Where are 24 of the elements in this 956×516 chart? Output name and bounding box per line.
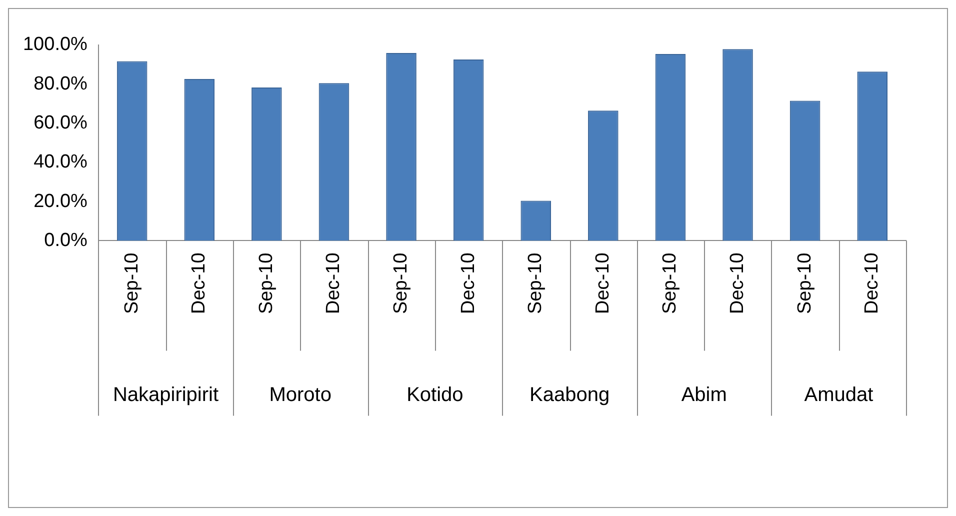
x-tick-label: Dec-10 bbox=[726, 252, 748, 314]
y-tick-label: 60.0% bbox=[34, 112, 88, 134]
x-tick-label: Sep-10 bbox=[794, 252, 816, 314]
text: Amudat bbox=[804, 384, 874, 406]
y-tick-label: 40.0% bbox=[34, 152, 88, 173]
x-tick-label: Dec-10 bbox=[862, 252, 883, 314]
text: Moroto bbox=[269, 384, 332, 406]
text: Abim bbox=[681, 384, 727, 406]
text: Nakapiripirit bbox=[112, 384, 219, 406]
y-tick-label: 100.0% bbox=[22, 34, 88, 56]
text: Kotido bbox=[406, 384, 464, 406]
x-tick-label: Dec-10 bbox=[188, 252, 210, 314]
x-tick-label: Sep-10 bbox=[256, 252, 277, 314]
x-tick-label: Sep-10 bbox=[525, 252, 546, 314]
text: Kaabong bbox=[529, 384, 610, 406]
y-tick-label: 0.0% bbox=[44, 230, 88, 251]
x-tick-label: Sep-10 bbox=[660, 252, 681, 314]
x-tick-label: Dec-10 bbox=[323, 252, 344, 314]
x-tick-label: Dec-10 bbox=[592, 252, 614, 314]
y-tick-label: 20.0% bbox=[34, 190, 88, 212]
x-tick-label: Sep-10 bbox=[121, 252, 142, 314]
y-tick-label: 80.0% bbox=[34, 73, 88, 94]
x-tick-label: Sep-10 bbox=[390, 252, 412, 314]
x-tick-label: Dec-10 bbox=[458, 252, 479, 314]
